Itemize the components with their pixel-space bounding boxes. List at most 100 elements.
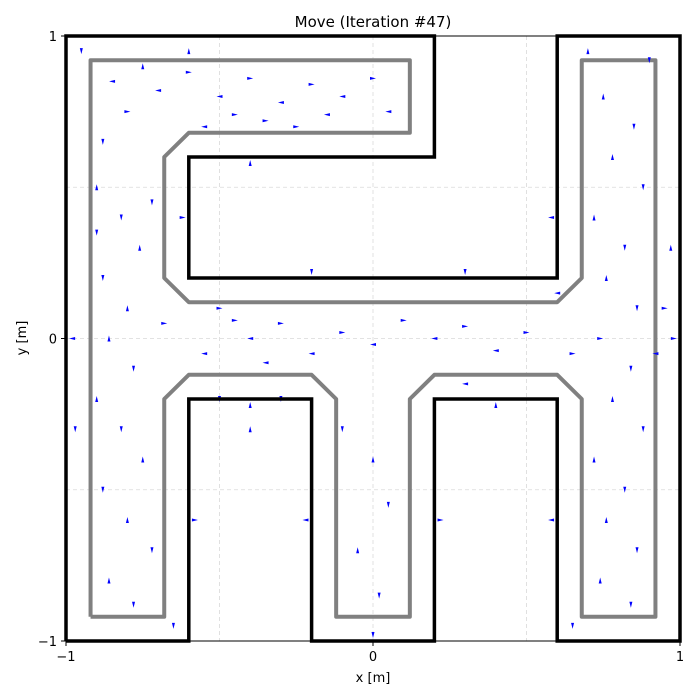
particle-arrow [323,113,330,117]
particle-arrow [661,306,668,310]
particle-arrow [107,335,111,342]
particle-arrow [150,547,154,554]
particle-arrow [400,318,407,322]
particle-arrow [119,426,123,433]
particle-arrow [623,486,627,493]
particle-arrow [107,577,111,584]
particle-arrow [248,402,252,409]
particle-arrow [371,631,375,638]
particle-arrow [339,95,346,98]
particle-arrow [79,48,83,55]
particle-arrow [262,119,269,123]
particle-arrow [632,123,636,130]
particle-arrow [437,518,444,522]
particle-arrow [95,396,99,402]
particle-arrow [586,48,590,55]
particle-arrow [629,601,633,608]
particle-arrow [109,79,116,83]
particle-arrow [95,229,99,236]
axis-ticks: −1 0 1 −1 0 1 [38,30,684,665]
particle-arrow [277,101,284,105]
particle-arrow [101,486,105,493]
particle-arrow [370,76,376,80]
particle-arrow [569,352,576,356]
particle-arrow [629,365,633,372]
particle-arrow [641,184,645,191]
y-axis-label: y [m] [15,321,30,356]
particle-arrow [187,48,191,55]
particle-arrow [248,160,252,167]
particle-arrow [248,426,252,433]
particle-arrow [132,601,136,608]
particle-arrow [69,337,76,340]
y-tick-label: 0 [49,333,57,348]
particle-arrow [647,57,651,64]
particle-arrow [592,456,596,463]
x-tick-label: −1 [56,650,75,665]
particle-arrow [310,268,314,275]
particle-arrow [610,154,614,160]
particle-arrow [231,318,238,322]
y-tick-label: −1 [38,635,57,650]
particle-arrow [171,622,175,629]
particle-arrow [604,275,608,281]
x-tick-label: 1 [676,650,684,665]
particle-arrow [462,382,469,386]
particle-arrow [119,214,123,221]
particle-arrow [150,199,154,206]
particle-arrow [201,125,208,129]
particle-arrow [101,138,105,145]
particle-arrow [201,352,208,356]
particle-arrow [161,321,168,325]
particle-arrow [141,456,145,463]
x-tick-label: 0 [369,650,377,665]
particle-arrow [601,93,605,100]
particle-arrow [293,125,300,129]
chart-title: Move (Iteration #47) [295,13,452,31]
particle-arrow [598,577,602,584]
particle-arrow [356,547,360,554]
particle-arrow [125,517,129,523]
particle-arrow [494,402,498,409]
particle-arrow [101,275,105,281]
particle-arrow [73,426,77,433]
y-tick-label: 1 [49,30,57,45]
particle-arrow [652,352,659,356]
particle-arrow [669,244,673,251]
particle-arrow [132,365,136,372]
particle-arrow [623,244,627,251]
grid-lines [66,36,680,641]
particle-arrow [386,501,390,508]
particle-arrow [231,113,238,117]
particle-arrow [179,216,186,219]
particle-arrow [247,337,254,340]
path-line [88,58,658,619]
particle-arrow [124,110,131,114]
particle-arrow [670,337,677,340]
particle-arrow [635,305,639,312]
particle-arrow [95,184,99,191]
particle-arrow [571,622,575,629]
particle-arrow [277,321,284,325]
particle-arrow [125,305,129,312]
particle-arrow [431,337,438,340]
particle-arrow [377,592,381,599]
particle-arrows [69,48,677,638]
particle-arrow [216,306,223,310]
particle-arrow [463,268,467,275]
particle-arrow [548,216,555,219]
particle-arrow [138,244,142,251]
particle-arrow [370,343,376,347]
particle-arrow [302,518,309,522]
particle-arrow [262,361,269,365]
particle-arrow [492,349,499,353]
particle-arrow [592,214,596,221]
particle-arrow [597,337,604,340]
particle-arrow [610,396,614,402]
particle-arrow [523,330,530,334]
path-outline [88,58,658,619]
particle-arrow [308,82,315,86]
particle-arrow [635,547,639,554]
particle-arrow [340,426,344,433]
